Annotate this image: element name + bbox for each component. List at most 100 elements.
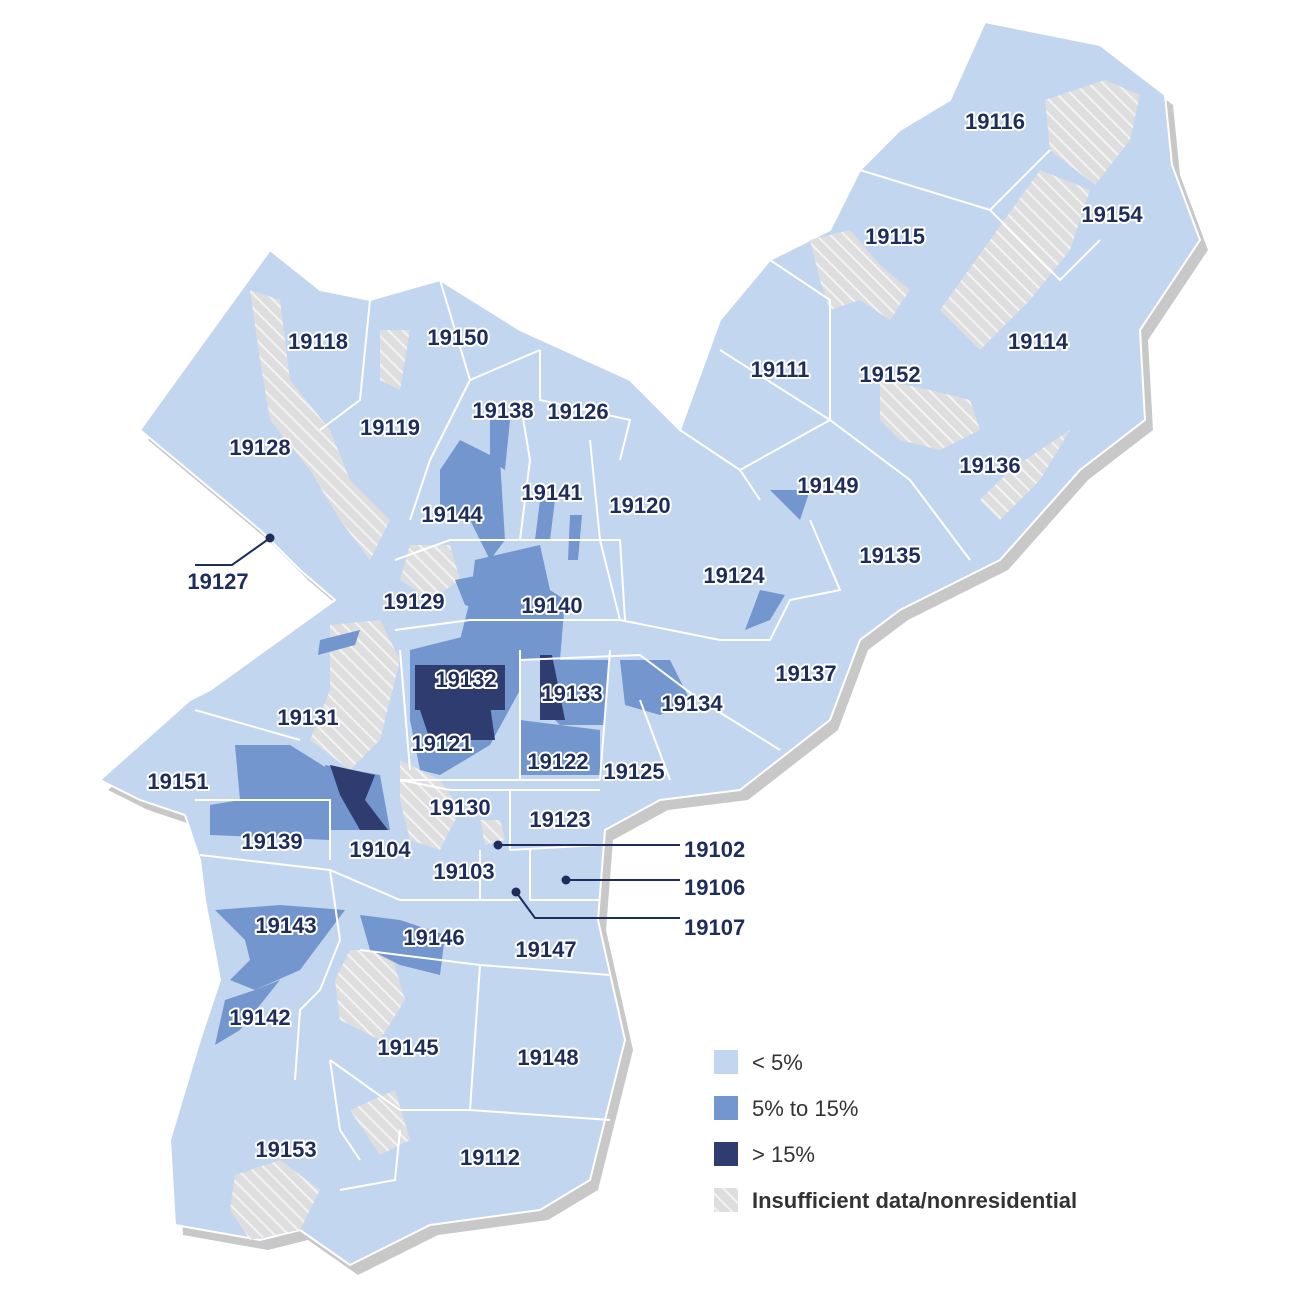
zip-label-19126: 19126	[547, 399, 608, 424]
zip-label-19124: 19124	[703, 563, 765, 588]
zip-label-19133: 19133	[541, 681, 602, 706]
zip-label-19106: 19106	[684, 875, 745, 900]
nodata-area	[250, 290, 390, 560]
nodata-area	[335, 950, 405, 1040]
callout-line-19107	[515, 891, 680, 919]
mid-area-19146	[360, 915, 445, 975]
zip-label-19107: 19107	[684, 915, 745, 940]
mid-area-19144	[440, 440, 505, 560]
zip-label-19112: 19112	[460, 1145, 520, 1170]
nodata-area	[810, 230, 910, 320]
legend-swatch-nodata	[714, 1188, 738, 1212]
nodata-area	[380, 330, 410, 390]
legend-swatch-low	[714, 1050, 738, 1074]
mid-area-19138	[490, 420, 510, 470]
legend-label-nodata: Insufficient data/nonresidential	[752, 1188, 1077, 1213]
zip-label-19140: 19140	[521, 593, 582, 618]
legend-label-high: > 15%	[752, 1142, 815, 1167]
zip-label-19143: 19143	[255, 913, 316, 938]
zip-label-19144: 19144	[421, 502, 483, 527]
callout-line-19127	[195, 537, 271, 566]
mid-area-19142	[215, 980, 280, 1045]
zip-label-19130: 19130	[429, 795, 490, 820]
zip-label-19153: 19153	[255, 1137, 316, 1162]
zip-label-19114: 19114	[1008, 329, 1069, 354]
zip-label-19132: 19132	[435, 667, 496, 692]
callout-lines	[195, 537, 680, 919]
zip-label-19102: 19102	[684, 837, 745, 862]
legend: < 5% 5% to 15% > 15% Insufficient data/n…	[714, 1050, 1077, 1213]
zip-label-19148: 19148	[517, 1045, 578, 1070]
mid-area-19149	[770, 490, 810, 520]
nodata-area	[310, 620, 400, 770]
mid-area-19143	[215, 905, 345, 990]
zip-label-19142: 19142	[229, 1005, 290, 1030]
zip-label-19128: 19128	[229, 435, 290, 460]
nodata-areas	[230, 80, 1140, 1240]
zip-label-19136: 19136	[959, 453, 1020, 478]
high-areas	[330, 655, 565, 830]
zip-boundaries	[194, 149, 1101, 1191]
mid-area-19140	[460, 545, 565, 660]
callout-dots	[265, 533, 571, 897]
legend-label-low: < 5%	[752, 1050, 803, 1075]
mid-area-19141b	[568, 515, 582, 560]
high-area-19121	[420, 705, 495, 740]
zip-label-19103: 19103	[433, 859, 494, 884]
zip-label-19152: 19152	[859, 362, 920, 387]
zip-label-19119: 19119	[360, 415, 420, 440]
zip-label-19149: 19149	[797, 473, 858, 498]
callout-dot-19107	[511, 887, 521, 897]
callout-dot-19106	[561, 875, 571, 885]
zip-label-19146: 19146	[403, 925, 464, 950]
nodata-area	[1045, 80, 1140, 185]
zip-label-19150: 19150	[427, 325, 488, 350]
nodata-area	[980, 430, 1070, 520]
zip-label-19118: 19118	[288, 329, 348, 354]
mid-area-19141	[535, 500, 555, 540]
zip-label-19121: 19121	[411, 731, 472, 756]
zip-label-19141: 19141	[521, 480, 582, 505]
mid-area-19139	[210, 745, 330, 840]
zip-label-19111: 19111	[751, 357, 810, 382]
nodata-area	[480, 820, 505, 845]
callout-dot-19127	[265, 533, 275, 543]
mid-area-19122	[520, 720, 600, 775]
zip-label-19139: 19139	[241, 829, 302, 854]
zip-label-19147: 19147	[515, 937, 576, 962]
mid-area-19124	[745, 590, 785, 630]
zip-label-19135: 19135	[859, 543, 920, 568]
zip-label-19154: 19154	[1081, 202, 1143, 227]
high-area-19104	[330, 765, 388, 830]
zip-labels: 19116 19154 19115 19114 19152 19111 1913…	[145, 107, 1145, 1172]
nodata-area	[230, 1160, 320, 1240]
legend-label-mid: 5% to 15%	[752, 1096, 858, 1121]
high-area-19133	[540, 655, 565, 720]
zip-label-19115: 19115	[865, 224, 925, 249]
zip-label-19127: 19127	[187, 569, 248, 594]
zip-label-19120: 19120	[609, 493, 670, 518]
mid-area-19129	[455, 575, 480, 610]
legend-swatch-high	[714, 1142, 738, 1166]
zip-label-19123: 19123	[529, 807, 590, 832]
nodata-area	[940, 170, 1090, 350]
mid-area-19134	[620, 660, 690, 715]
zip-label-19116: 19116	[965, 109, 1025, 134]
zip-label-19151: 19151	[147, 769, 208, 794]
high-area-19132	[415, 665, 505, 710]
zip-label-19134: 19134	[661, 691, 723, 716]
zip-label-19137: 19137	[775, 661, 836, 686]
zip-label-19131: 19131	[277, 705, 338, 730]
legend-swatch-mid	[714, 1096, 738, 1120]
nodata-area	[400, 545, 460, 600]
zip-label-19129: 19129	[383, 589, 444, 614]
nodata-area	[880, 380, 980, 450]
zip-label-19125: 19125	[603, 759, 664, 784]
zip-label-19138: 19138	[472, 398, 533, 423]
zip-label-19104: 19104	[349, 837, 411, 862]
mid-area-19131	[318, 630, 360, 655]
zip-label-19145: 19145	[377, 1035, 438, 1060]
zip-label-19122: 19122	[527, 749, 588, 774]
callout-dot-19102	[493, 840, 503, 850]
